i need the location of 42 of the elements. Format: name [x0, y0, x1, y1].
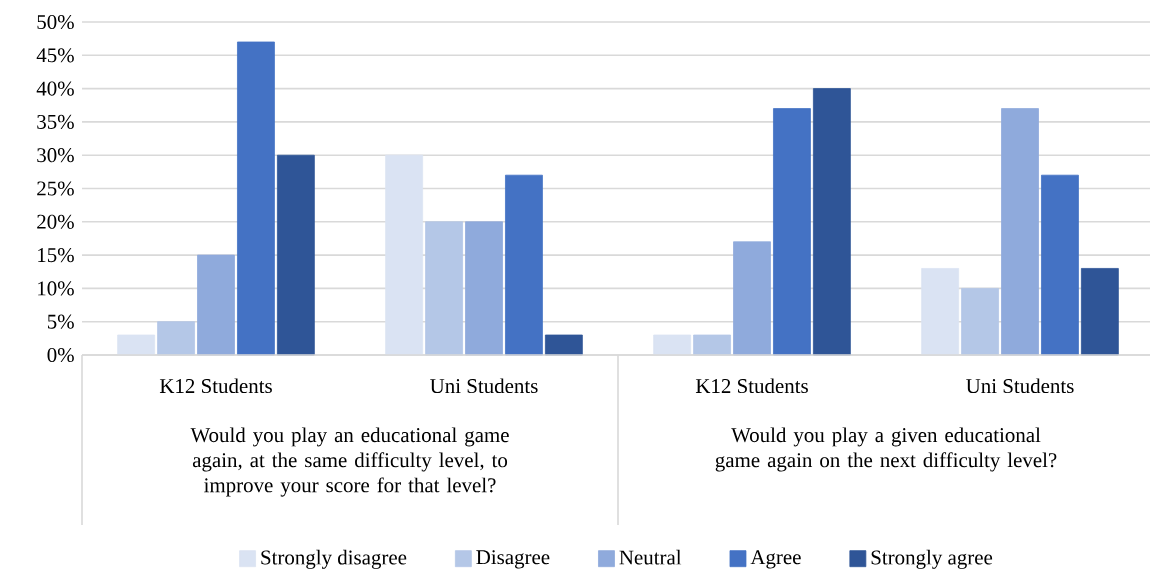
bar [1001, 108, 1039, 356]
x-tick-label: K12 Students [159, 378, 272, 394]
bar [544, 334, 583, 356]
y-tick-label: 25% [37, 181, 74, 196]
y-tick-label: 5% [47, 314, 74, 329]
bar [773, 108, 811, 356]
bar [276, 154, 315, 356]
y-tick-label: 10% [38, 281, 74, 296]
bar [197, 254, 235, 356]
bar [812, 88, 851, 356]
y-tick-label: 15% [38, 248, 74, 263]
bar [1080, 268, 1119, 356]
text: Would you play an educational game again, at the same difficulty level, to improve your score for that level? [190, 427, 509, 497]
y-tick-label: 40% [36, 81, 74, 96]
bar [237, 41, 275, 356]
x-tick-label: Uni Students [430, 378, 538, 394]
bar [505, 174, 543, 356]
legend-label: Strongly disagree [261, 549, 407, 569]
y-tick-label: 0% [47, 347, 74, 363]
y-tick-label: 35% [37, 114, 74, 129]
legend-label: Neutral [619, 549, 682, 565]
legend-label: Strongly agree [871, 549, 993, 569]
bar [117, 334, 156, 356]
y-tick-label: 30% [37, 148, 74, 163]
x-tick-label: Uni Students [966, 378, 1074, 394]
bar [921, 268, 960, 356]
bar [385, 154, 424, 356]
bar [465, 221, 503, 356]
x-tick-label: K12 Students [695, 378, 808, 394]
bar [961, 288, 999, 356]
y-tick-label: 50% [37, 14, 74, 30]
legend-label: Agree [750, 550, 801, 569]
bar [157, 321, 195, 356]
y-tick-label: 45% [36, 48, 74, 63]
bar [653, 334, 692, 356]
bar [693, 334, 731, 356]
bar [1041, 174, 1079, 356]
text: Would you play a given educational game again on the next difficulty level? [715, 427, 1057, 472]
bar [733, 241, 771, 356]
legend-label: Disagree [476, 550, 550, 569]
bar [425, 221, 463, 356]
y-tick-label: 20% [37, 214, 74, 229]
